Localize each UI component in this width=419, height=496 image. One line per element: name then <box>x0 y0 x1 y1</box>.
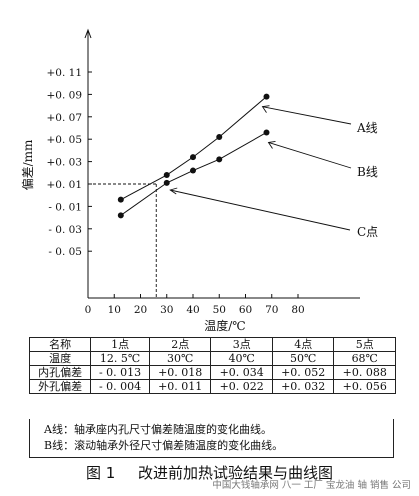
table-notes: A线：轴承座内孔尺寸偏差随温度的变化曲线。 B线：滚动轴承外径尺寸偏差随温度的变… <box>29 419 394 458</box>
note-a: A线：轴承座内孔尺寸偏差随温度的变化曲线。 <box>44 423 272 436</box>
data-point <box>190 167 196 174</box>
table-row: 名称 1点 2点 3点 4点 5点 <box>28 337 396 352</box>
table-cell: +0. 032 <box>271 379 335 394</box>
x-tick-label: 30 <box>160 304 173 316</box>
note-b: B线：滚动轴承外径尺寸偏差随温度的变化曲线。 <box>44 439 284 452</box>
y-tick-label: +0. 11 <box>46 67 82 79</box>
table-row-header: 外孔偏差 <box>28 379 92 394</box>
figure-caption: 图 1 改进前加热试验结果与曲线图 <box>0 462 419 483</box>
table-cell: 2点 <box>148 337 212 352</box>
figure-title: 改进前加热试验结果与曲线图 <box>138 464 334 482</box>
y-tick-label: - 0. 01 <box>48 201 82 213</box>
table-cell: 50℃ <box>271 351 335 366</box>
table-cell: +0. 052 <box>271 365 335 380</box>
y-tick-label: +0. 01 <box>46 179 82 191</box>
c-leader-line <box>170 189 351 231</box>
table-cell: +0. 018 <box>148 365 212 380</box>
table-cell: 5点 <box>333 337 396 352</box>
table-cell: +0. 056 <box>333 379 396 394</box>
y-tick-label: - 0. 03 <box>48 224 82 236</box>
y-tick-label: - 0. 05 <box>48 246 82 258</box>
series-line-a <box>120 96 267 201</box>
table-cell: - 0. 004 <box>90 379 150 394</box>
leader-line <box>268 142 352 169</box>
leader-line <box>262 106 352 125</box>
table-row: 内孔偏差 - 0. 013 +0. 018 +0. 034 +0. 052 +0. 088 <box>28 365 396 380</box>
x-axis-label: 温度/℃ <box>204 318 245 333</box>
chart: +0. 11 +0. 09 +0. 07 +0. 05 +0. 03 +0. 01 - 0.… <box>20 28 378 333</box>
y-tick-label: +0. 03 <box>46 157 82 169</box>
table-cell: +0. 034 <box>210 365 273 380</box>
x-tick-label: 0 <box>85 304 92 316</box>
table-cell: 3点 <box>210 337 273 352</box>
x-tick-label: 70 <box>265 304 278 316</box>
table-cell: 4点 <box>271 337 335 352</box>
leader-arrow <box>261 105 270 113</box>
x-tick-label: 20 <box>134 304 147 316</box>
point-c-label: C点 <box>357 225 378 239</box>
data-point <box>117 196 124 203</box>
table-cell: +0. 088 <box>333 365 396 380</box>
table-row: 温度 12. 5℃ 30℃ 40℃ 50℃ 68℃ <box>28 351 396 366</box>
table-cell: 40℃ <box>210 351 273 366</box>
data-point <box>117 212 124 219</box>
data-point <box>263 129 270 136</box>
x-tick-label: 50 <box>213 304 226 316</box>
y-axis-arrow <box>84 28 92 39</box>
x-tick-label: 80 <box>291 304 304 316</box>
table-cell: +0. 011 <box>148 379 212 394</box>
y-axis-label: 偏差/mm <box>20 139 35 190</box>
table-row-header: 名称 <box>28 337 92 352</box>
watermark: 中国大钱轴承网 八一 工厂 宝龙油 轴 销售 公司 <box>212 480 411 491</box>
data-point <box>263 93 270 100</box>
data-point <box>163 172 170 179</box>
table-cell: +0. 022 <box>210 379 273 394</box>
table-cell: 12. 5℃ <box>90 351 150 366</box>
table-cell: 30℃ <box>148 351 212 366</box>
data-point <box>216 133 223 140</box>
figure-number: 图 1 <box>85 464 116 482</box>
data-point <box>216 156 223 163</box>
table-row-header: 温度 <box>28 351 92 366</box>
table-cell: 68℃ <box>333 351 396 366</box>
x-tick-label: 60 <box>239 304 252 316</box>
series-label-a: A线 <box>356 121 378 135</box>
data-table: 名称 1点 2点 3点 4点 5点 温度 12. 5℃ 30℃ 40℃ 50℃ 68℃ 内孔偏差 - 0.… <box>28 337 396 394</box>
leader-arrow <box>267 141 276 149</box>
x-tick-label: 10 <box>108 304 121 316</box>
table-cell: 1点 <box>90 337 150 352</box>
series-label-b: B线 <box>357 165 378 179</box>
y-tick-label: +0. 09 <box>46 89 82 101</box>
series-line-b <box>120 132 267 216</box>
y-tick-label: +0. 07 <box>46 112 82 124</box>
data-point <box>163 179 170 186</box>
x-tick-label: 40 <box>186 304 199 316</box>
data-point <box>190 154 196 161</box>
c-leader-arrow <box>169 187 178 195</box>
table-row-header: 内孔偏差 <box>28 365 92 380</box>
table-row: 外孔偏差 - 0. 004 +0. 011 +0. 022 +0. 032 +0. 056 <box>28 379 396 394</box>
y-tick-label: +0. 05 <box>46 134 82 146</box>
table-cell: - 0. 013 <box>90 365 150 380</box>
